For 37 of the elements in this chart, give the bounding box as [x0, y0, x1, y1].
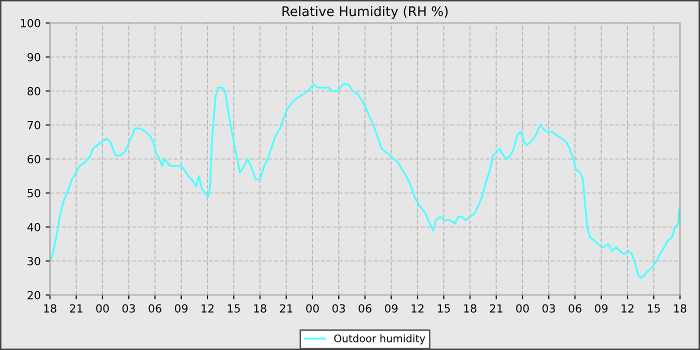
y-tick-label: 50 — [28, 188, 40, 198]
x-tick-label: 03 — [542, 304, 555, 313]
x-tick-label: 21 — [70, 304, 82, 312]
x-tick-label: 00 — [306, 304, 319, 313]
line-series — [50, 83, 680, 279]
y-tick-label: 70 — [28, 120, 40, 130]
x-tick-label: 00 — [96, 304, 109, 313]
x-tick-label: 15 — [228, 304, 240, 313]
x-tick-label: 09 — [174, 304, 188, 313]
y-tick-label: 40 — [27, 222, 40, 232]
chart-title: Relative Humidity (RH %) — [282, 6, 448, 19]
x-tick-label: 18 — [44, 304, 56, 313]
x-tick-label: 21 — [280, 304, 292, 312]
x-tick-label: 15 — [438, 304, 450, 313]
x-tick-label: 09 — [384, 304, 398, 313]
x-tick-label: 12 — [202, 304, 214, 312]
y-tick-label: 90 — [28, 52, 40, 62]
x-tick-label: 09 — [594, 304, 608, 313]
x-tick-label: 03 — [122, 304, 135, 313]
legend-label: Outdoor humidity — [334, 334, 426, 344]
x-tick-label: 00 — [516, 304, 529, 313]
x-tick-label: 06 — [148, 304, 162, 313]
y-tick-label: 80 — [28, 86, 40, 96]
x-tick-label: 06 — [358, 304, 372, 313]
x-tick-label: 12 — [622, 304, 634, 312]
x-tick-label: 18 — [254, 304, 266, 313]
y-tick-label: 20 — [28, 290, 40, 300]
x-tick-label: 18 — [674, 304, 686, 313]
x-tick-label: 12 — [412, 304, 424, 312]
x-tick-label: 15 — [648, 304, 660, 313]
x-tick-label: 21 — [490, 304, 502, 312]
y-tick-label: 30 — [28, 256, 40, 266]
x-tick-label: 06 — [568, 304, 582, 313]
x-tick-label: 18 — [464, 304, 476, 313]
y-tick-label: 60 — [28, 154, 40, 164]
y-tick-label: 100 — [20, 18, 40, 28]
x-tick-label: 03 — [332, 304, 345, 313]
